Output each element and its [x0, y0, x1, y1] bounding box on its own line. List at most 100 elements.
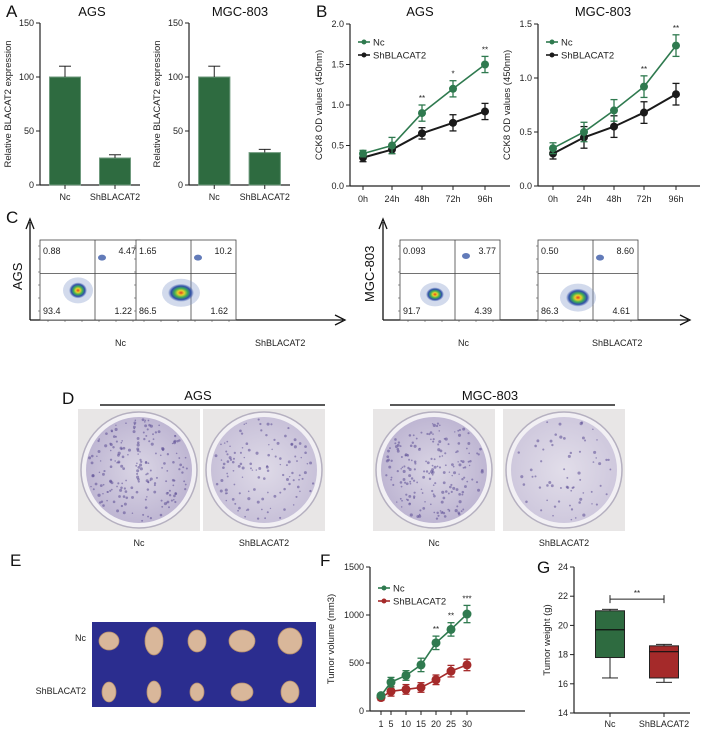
colony-dot: [119, 488, 123, 492]
colony-dot: [412, 434, 415, 437]
colony-dot: [157, 430, 161, 434]
flow-right-y-arrow-icon: [378, 217, 388, 230]
colony-dot: [546, 484, 549, 487]
colony-dot: [90, 485, 92, 488]
colony-dot: [574, 517, 577, 519]
colony-dot: [256, 500, 260, 504]
colony-dot: [442, 481, 446, 485]
colony-dot: [149, 517, 153, 520]
colony-dot: [443, 515, 447, 518]
colony-dot: [260, 429, 263, 432]
colony-dot: [429, 431, 433, 434]
colony-dot: [416, 515, 420, 518]
data-point: [446, 666, 456, 676]
colony-dot: [467, 432, 470, 435]
colony-dot: [245, 422, 247, 425]
colony-dot: [133, 421, 137, 425]
colony-dot: [598, 462, 602, 466]
y-tick-label: 100: [19, 72, 34, 82]
tumor-specimen: [230, 682, 254, 702]
colony-dot: [179, 463, 183, 467]
x-tick-label: 10: [401, 719, 411, 729]
colony-dot: [411, 441, 415, 444]
colony-dot: [578, 450, 582, 453]
colony-dot: [444, 464, 447, 467]
colony-dot: [117, 460, 121, 464]
colony-dot: [102, 504, 105, 507]
colony-dot: [142, 513, 145, 516]
colony-dot: [413, 496, 416, 500]
colony-dot: [166, 453, 170, 456]
colony-dot: [137, 480, 140, 483]
colony-dot: [250, 467, 252, 470]
colony-dot: [291, 471, 294, 475]
colony-dot: [292, 504, 295, 506]
colony-dot: [265, 465, 269, 469]
colony-dot: [415, 437, 418, 440]
x-tick-label: 0h: [548, 194, 558, 204]
colony-dot: [309, 461, 313, 465]
y-axis-label: Tumor volume (mm3): [326, 594, 337, 684]
colony-dot: [264, 517, 267, 520]
colony-dot: [241, 466, 245, 470]
colony-dot: [173, 494, 176, 498]
colony-dot: [452, 465, 455, 468]
y-tick-label: 16: [558, 679, 568, 689]
colony-dot: [117, 453, 120, 457]
colony-dot: [162, 449, 164, 452]
colony-dot: [570, 518, 573, 521]
x-tick-label: ShBLACAT2: [240, 192, 290, 202]
y-axis-label: CCK8 OD values (450nm): [502, 50, 513, 160]
cell-population-upper-right: [462, 253, 470, 259]
colony-dot: [420, 431, 423, 434]
cell-population-density: [566, 288, 590, 307]
colony-dot: [593, 450, 597, 454]
colony-dot: [144, 498, 147, 501]
flow-group-label-sh-ags: ShBLACAT2: [255, 338, 305, 348]
colony-dot: [122, 495, 126, 498]
colony-dot: [90, 461, 94, 465]
colony-dot: [184, 456, 187, 459]
colony-dot: [233, 451, 236, 455]
x-tick-label: 72h: [636, 194, 651, 204]
y-tick-label: 0.0: [331, 181, 344, 191]
tumor-specimen: [98, 631, 120, 651]
colony-dot: [135, 464, 138, 467]
tumor-specimen: [277, 627, 303, 655]
x-tick-label: 72h: [445, 194, 460, 204]
colony-dot: [141, 418, 145, 422]
colony-dot: [595, 457, 597, 459]
colony-dot: [273, 438, 276, 441]
colony-dot: [566, 476, 569, 479]
colony-dot: [387, 458, 390, 462]
colony-dot: [269, 507, 272, 510]
colony-dot: [121, 482, 124, 485]
colony-dot: [457, 461, 459, 463]
colony-plates: Nc ShBLACAT2 Nc ShBLACAT2: [78, 409, 625, 548]
y-tick-label: 24: [558, 562, 568, 572]
bar: [198, 76, 231, 186]
colony-dot: [276, 441, 280, 445]
data-point: [431, 675, 441, 685]
tumor-specimen: [228, 629, 256, 653]
colony-dot: [436, 511, 439, 515]
colony-dot: [147, 481, 150, 484]
colony-dot: [412, 479, 416, 482]
stained-colonies-area: [86, 417, 192, 523]
colony-dot: [247, 490, 250, 493]
colony-dot: [405, 482, 409, 486]
colony-dot: [174, 492, 177, 495]
colony-dot: [263, 477, 266, 480]
colony-dot: [259, 422, 262, 426]
quadrant-value-ur: 4.47: [118, 246, 136, 256]
colony-dot: [183, 480, 186, 483]
colony-dot: [168, 489, 171, 492]
colony-dot: [410, 477, 414, 480]
colony-dot: [584, 439, 587, 442]
colony-dot: [293, 445, 297, 449]
colony-dot: [462, 508, 465, 511]
colony-dot: [146, 496, 148, 498]
colony-dot: [399, 445, 402, 448]
colony-dot: [295, 495, 298, 499]
colony-dot: [551, 443, 554, 447]
